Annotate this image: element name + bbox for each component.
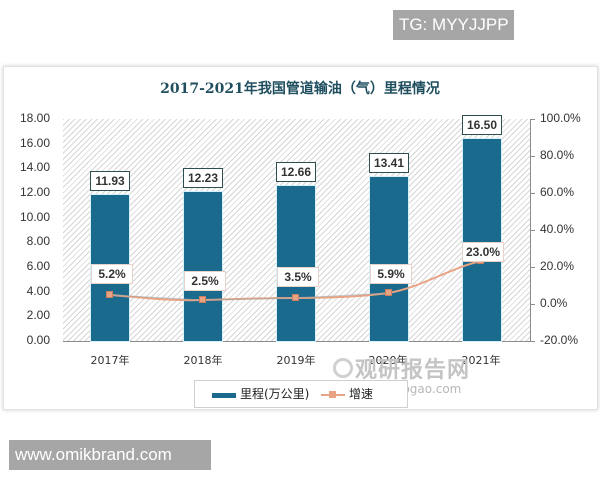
left-tick: 18.00 bbox=[19, 111, 50, 125]
legend-label-growth: 增速 bbox=[349, 387, 374, 401]
right-tick-mark bbox=[530, 230, 535, 231]
x-tick: 2019年 bbox=[276, 354, 316, 367]
x-tick: 2020年 bbox=[368, 354, 408, 367]
growth-marker-2018 bbox=[199, 296, 206, 303]
bar-value-label: 11.93 bbox=[90, 171, 130, 191]
left-tick: 12.00 bbox=[19, 185, 50, 199]
x-tick: 2021年 bbox=[461, 354, 501, 367]
left-tick: 14.00 bbox=[19, 160, 50, 174]
right-tick-mark bbox=[530, 193, 535, 194]
bar-2018 bbox=[183, 191, 223, 342]
legend-bar-swatch-icon bbox=[212, 393, 236, 398]
growth-marker-2017 bbox=[106, 291, 113, 298]
bar-value-label: 12.23 bbox=[183, 168, 223, 188]
x-tick: 2018年 bbox=[183, 354, 223, 367]
chart-title: 2017-2021年我国管道输油（气）里程情况 bbox=[160, 81, 440, 97]
left-tick: 10.00 bbox=[19, 210, 50, 224]
right-tick: -20.0% bbox=[540, 333, 579, 347]
left-tick: 16.00 bbox=[19, 136, 50, 150]
growth-value-label: 3.5% bbox=[277, 267, 319, 287]
left-tick: 4.00 bbox=[26, 284, 50, 298]
bar-2020 bbox=[369, 176, 409, 342]
x-tick: 2017年 bbox=[90, 354, 130, 367]
right-tick: 100.0% bbox=[540, 111, 581, 125]
bar-value-label: 16.50 bbox=[462, 115, 502, 135]
site-badge: www.omikbrand.com bbox=[9, 440, 211, 470]
watermark: 观研报告网 chinabaogao.com bbox=[333, 352, 471, 396]
legend: 里程(万公里) 增速 bbox=[194, 380, 408, 408]
right-tick: 40.0% bbox=[540, 222, 575, 236]
left-tick: 2.00 bbox=[26, 308, 50, 322]
growth-marker-2019 bbox=[292, 294, 299, 301]
left-tick: 6.00 bbox=[26, 259, 50, 273]
right-tick: 60.0% bbox=[540, 185, 575, 199]
watermark-logo-icon bbox=[333, 358, 353, 378]
bar-2019 bbox=[276, 185, 316, 342]
growth-value-label: 5.9% bbox=[370, 264, 412, 284]
right-tick-mark bbox=[530, 119, 535, 120]
left-tick: 8.00 bbox=[26, 234, 50, 248]
right-tick-mark bbox=[530, 304, 535, 305]
right-tick: 0.0% bbox=[540, 296, 568, 310]
right-tick-mark bbox=[530, 267, 535, 268]
right-tick-mark bbox=[530, 156, 535, 157]
left-tick: 0.00 bbox=[26, 333, 50, 347]
right-tick-mark bbox=[530, 341, 535, 342]
bar-value-label: 12.66 bbox=[276, 162, 316, 182]
legend-marker-icon bbox=[329, 391, 336, 398]
growth-value-label: 2.5% bbox=[184, 271, 226, 291]
bar-2021 bbox=[462, 138, 502, 342]
growth-value-label: 5.2% bbox=[91, 264, 133, 284]
legend-label-mileage: 里程(万公里) bbox=[240, 387, 310, 401]
right-tick: 80.0% bbox=[540, 148, 575, 162]
watermark-cn: 观研报告网 bbox=[355, 358, 471, 383]
bar-value-label: 13.41 bbox=[369, 153, 409, 173]
right-tick: 20.0% bbox=[540, 259, 575, 273]
tg-badge: TG: MYYJJPP bbox=[393, 10, 514, 40]
growth-marker-2020 bbox=[385, 289, 392, 296]
growth-value-label: 23.0% bbox=[462, 242, 504, 262]
